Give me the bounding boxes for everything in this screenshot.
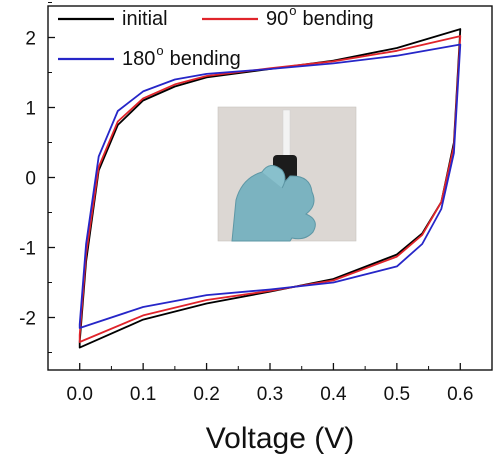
x-axis: 0.0 0.1 0.2 0.3 0.4 0.5 0.6 [67,363,473,405]
y-tick-label: -2 [19,309,36,330]
y-axis: -2 -1 0 1 2 [19,2,55,353]
legend-label-degree: o [156,43,163,58]
series-1-line [78,28,462,349]
x-tick-label: 0.2 [193,384,219,405]
wire-stem [282,109,291,161]
series-curves [78,28,462,349]
x-axis-title: Voltage (V) [206,422,354,455]
legend-label: 180 [122,48,155,70]
legend-label: initial [122,8,168,30]
legend-label-degree: o [289,3,296,18]
y-tick-label: -1 [19,239,36,260]
y-tick-label: 0 [25,169,36,190]
x-tick-label: 0.4 [320,384,347,405]
x-tick-label: 0.0 [67,384,93,405]
x-tick-label: 0.3 [257,384,283,405]
legend-item-1: initial [58,8,168,30]
x-tick-label: 0.5 [384,384,410,405]
legend-label-tail: bending [302,8,373,30]
y-tick-label: 2 [25,29,36,50]
x-tick-label: 0.6 [447,384,473,405]
series-2-line [78,35,462,343]
y-tick-label: 1 [25,99,36,120]
inset-photo [217,106,357,242]
legend-item-2: 90 o bending [202,3,374,30]
legend-label-tail: bending [170,48,241,70]
legend-label: 90 [266,8,288,30]
series-3-line [78,43,462,329]
legend-item-3: 180 o bending [58,43,241,70]
gloved-hand [231,171,316,242]
x-tick-label: 0.1 [130,384,156,405]
